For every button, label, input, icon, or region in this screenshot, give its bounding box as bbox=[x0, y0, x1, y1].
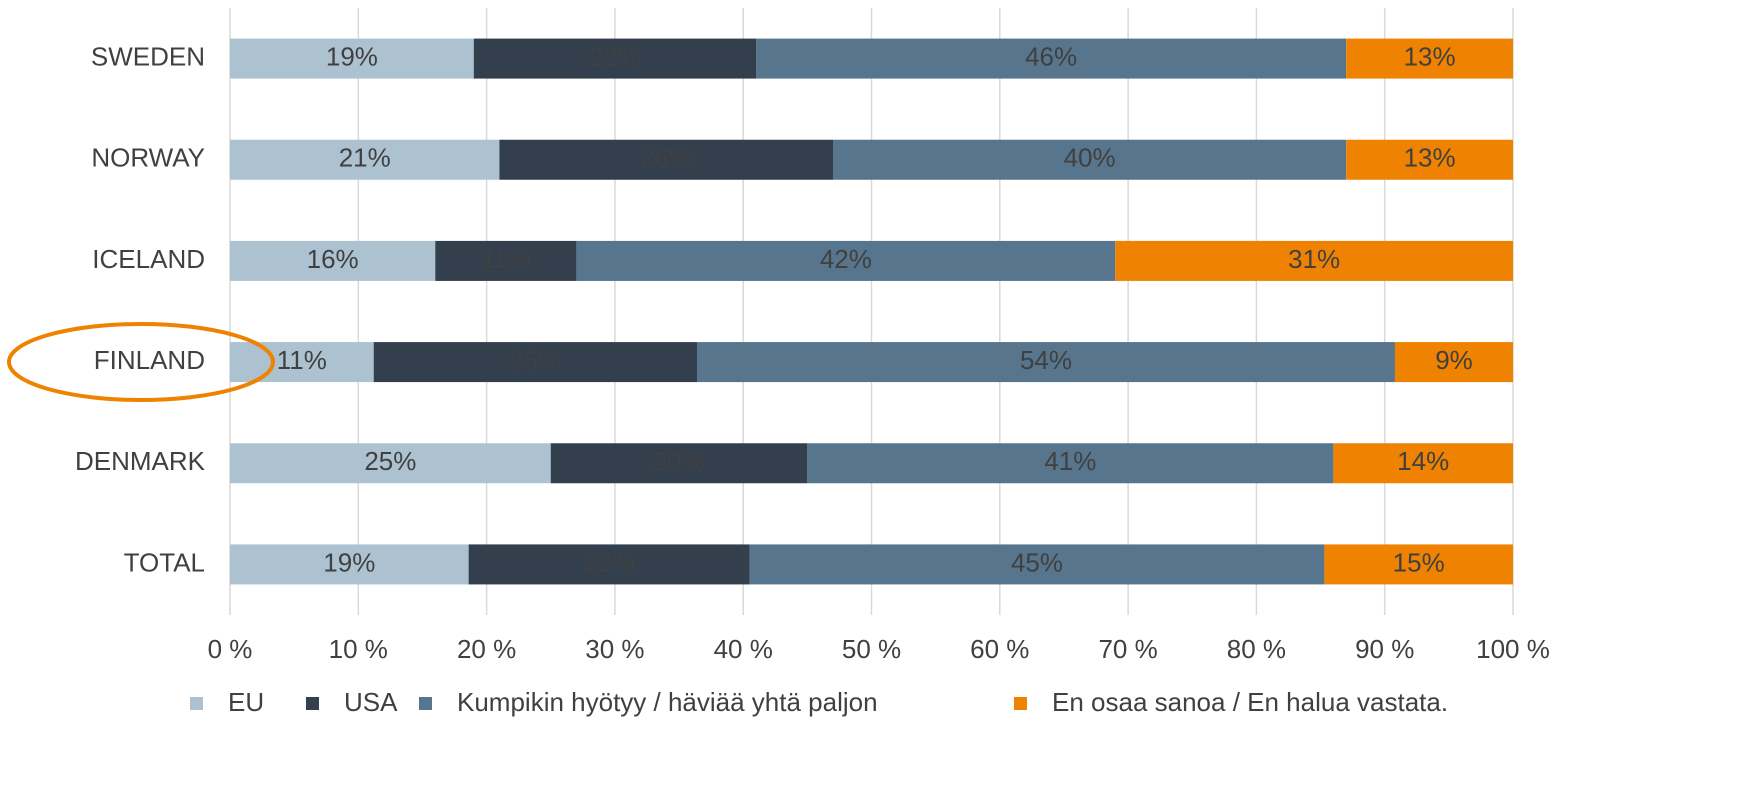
x-tick-label: 60 % bbox=[970, 634, 1029, 664]
x-tick-label: 70 % bbox=[1098, 634, 1157, 664]
legend-swatch bbox=[419, 697, 432, 710]
x-tick-label: 20 % bbox=[457, 634, 516, 664]
data-label: 11% bbox=[277, 345, 327, 375]
legend-swatch bbox=[1014, 697, 1027, 710]
data-label: 15% bbox=[1393, 547, 1445, 577]
data-label: 19% bbox=[326, 41, 378, 71]
y-tick-label: NORWAY bbox=[91, 143, 205, 173]
bar-segment bbox=[749, 544, 1325, 585]
bar-segment bbox=[230, 38, 474, 79]
legend-label: En osaa sanoa / En halua vastata. bbox=[1052, 687, 1448, 717]
bar-segment bbox=[576, 240, 1116, 281]
data-label: 41% bbox=[1044, 446, 1096, 476]
y-tick-label: DENMARK bbox=[75, 446, 206, 476]
x-tick-label: 100 % bbox=[1476, 634, 1550, 664]
bar-segment bbox=[230, 139, 500, 180]
data-label: 9% bbox=[1435, 345, 1473, 375]
bar-segment bbox=[230, 443, 551, 484]
data-label: 13% bbox=[1404, 41, 1456, 71]
data-label: 45% bbox=[1011, 547, 1063, 577]
data-label: 14% bbox=[1397, 446, 1449, 476]
x-tick-label: 10 % bbox=[329, 634, 388, 664]
legend-swatch bbox=[306, 697, 319, 710]
x-tick-label: 30 % bbox=[585, 634, 644, 664]
data-label: 42% bbox=[820, 244, 872, 274]
bar-segment bbox=[550, 443, 808, 484]
bar-segment bbox=[468, 544, 750, 585]
legend-label: USA bbox=[344, 687, 398, 717]
y-tick-label: ICELAND bbox=[92, 244, 205, 274]
grid bbox=[229, 8, 1514, 615]
bar-segment bbox=[807, 443, 1334, 484]
bar-segment bbox=[230, 544, 469, 585]
legend-label: Kumpikin hyötyy / häviää yhtä paljon bbox=[457, 687, 878, 717]
data-label: 19% bbox=[323, 547, 375, 577]
bar-segment bbox=[1346, 38, 1513, 79]
y-tick-label: TOTAL bbox=[124, 547, 205, 577]
data-label: 22% bbox=[583, 547, 635, 577]
data-label: 21% bbox=[339, 143, 391, 173]
x-tick-label: 90 % bbox=[1355, 634, 1414, 664]
bar-segment bbox=[499, 139, 834, 180]
y-tick-label: FINLAND bbox=[94, 345, 205, 375]
bar-segment bbox=[1324, 544, 1513, 585]
data-label: 40% bbox=[1064, 143, 1116, 173]
data-label: 54% bbox=[1020, 345, 1072, 375]
data-label: 20% bbox=[653, 446, 705, 476]
highlight-ellipse bbox=[7, 322, 275, 402]
data-label: 26% bbox=[640, 143, 692, 173]
data-label: 16% bbox=[307, 244, 359, 274]
bar-segment bbox=[833, 139, 1347, 180]
bars bbox=[230, 38, 1513, 585]
bar-segment bbox=[435, 240, 577, 281]
bar-segment bbox=[697, 342, 1395, 383]
bar-segment bbox=[1115, 240, 1513, 281]
data-label: 25% bbox=[364, 446, 416, 476]
bar-segment bbox=[230, 240, 436, 281]
bar-segment bbox=[756, 38, 1347, 79]
x-tick-label: 0 % bbox=[208, 634, 253, 664]
bar-segment bbox=[1333, 443, 1513, 484]
data-label: 11% bbox=[481, 244, 531, 274]
legend-label: EU bbox=[228, 687, 264, 717]
data-label: 22% bbox=[589, 41, 641, 71]
bar-segment bbox=[1346, 139, 1513, 180]
data-label: 25% bbox=[509, 345, 561, 375]
x-tick-label: 50 % bbox=[842, 634, 901, 664]
data-label: 46% bbox=[1025, 41, 1077, 71]
x-tick-label: 80 % bbox=[1227, 634, 1286, 664]
y-tick-label: SWEDEN bbox=[91, 41, 205, 71]
bar-segment bbox=[373, 342, 698, 383]
bar-segment bbox=[473, 38, 757, 79]
data-label: 31% bbox=[1288, 244, 1340, 274]
bar-segment bbox=[230, 342, 374, 383]
data-label: 13% bbox=[1404, 143, 1456, 173]
bar-segment bbox=[1394, 342, 1513, 383]
legend-swatch bbox=[190, 697, 203, 710]
x-tick-label: 40 % bbox=[714, 634, 773, 664]
